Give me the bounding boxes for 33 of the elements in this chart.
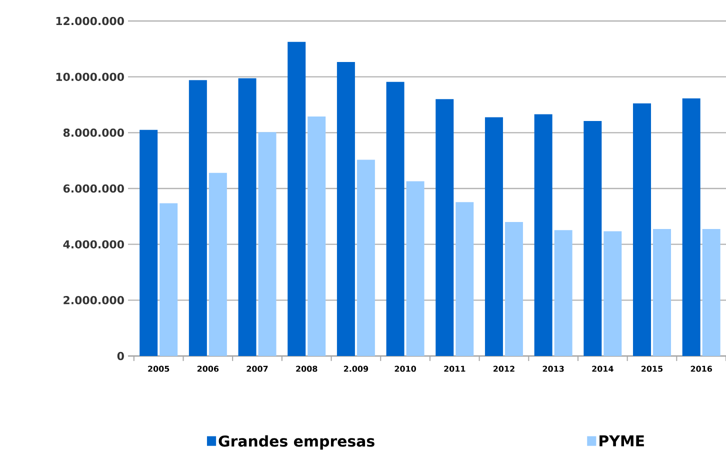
bar — [633, 103, 651, 356]
legend-label: PYME — [600, 435, 644, 446]
bar — [308, 116, 326, 356]
bar — [484, 117, 503, 356]
bar — [554, 230, 572, 356]
bar — [504, 222, 523, 356]
bar — [436, 99, 454, 356]
bar — [160, 203, 178, 356]
bar — [406, 181, 424, 356]
y-tick-label: 4.000.000 — [63, 240, 124, 248]
bar — [258, 132, 276, 356]
bar — [604, 231, 622, 356]
bar — [386, 82, 404, 356]
bar — [682, 98, 700, 356]
y-tick-label: 10.000.000 — [56, 72, 124, 81]
y-tick-label: 0 — [117, 352, 124, 360]
legend-label: Grandes empresas — [218, 435, 374, 450]
bar — [288, 42, 306, 356]
bar — [188, 80, 207, 356]
bar — [456, 202, 474, 356]
bar — [652, 228, 671, 356]
y-tick-label: 8.000.000 — [63, 128, 124, 137]
y-tick-label: 2.000.000 — [64, 296, 124, 304]
y-tick-label: 6.000.000 — [63, 184, 124, 193]
bar — [356, 160, 375, 356]
bar — [534, 114, 552, 356]
y-tick-label: 12.000.000 — [56, 16, 124, 26]
bar — [702, 228, 720, 356]
bar — [208, 172, 227, 356]
bar — [584, 120, 602, 356]
bar — [336, 62, 355, 356]
bar — [238, 78, 256, 356]
bar — [140, 130, 158, 356]
